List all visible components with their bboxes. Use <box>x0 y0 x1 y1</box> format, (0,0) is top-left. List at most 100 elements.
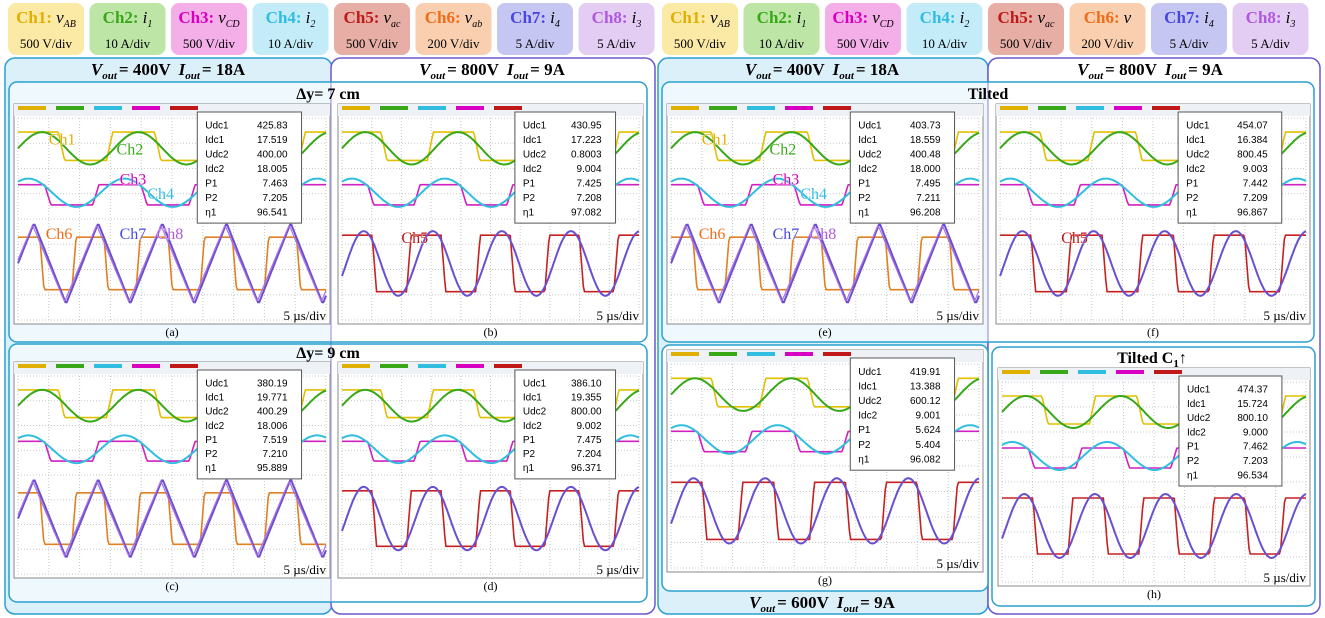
measure-label: Udc1 <box>205 121 229 132</box>
waveform <box>341 485 640 552</box>
measure-value: 17.519 <box>257 135 288 146</box>
measure-value: 96.371 <box>571 463 602 474</box>
measure-label: P2 <box>205 449 218 460</box>
measure-value: 7.425 <box>577 178 602 189</box>
measure-label: η1 <box>858 454 870 465</box>
header-tag <box>380 364 408 368</box>
section-subtitle: Tilted <box>968 86 1009 103</box>
measure-value: 386.10 <box>571 378 602 389</box>
channel-sub: ac <box>1045 19 1055 30</box>
header-tag <box>1038 106 1066 110</box>
legend-scale: 10 A/div <box>922 36 968 51</box>
legend-channel: Ch2: i1 <box>757 8 807 30</box>
legend-scale: 500 V/div <box>346 36 399 51</box>
channel-symbol: i <box>306 8 311 27</box>
channel-sub: ac <box>391 19 401 30</box>
measure-label: Idc2 <box>523 421 542 432</box>
channel-symbol: v <box>1037 8 1045 27</box>
measure-label: Udc1 <box>858 121 882 132</box>
v-sub: out <box>760 603 776 615</box>
measure-label: P2 <box>523 449 536 460</box>
channel-name: Ch8: <box>592 8 628 27</box>
measure-value: 5.404 <box>916 440 941 451</box>
i-symbol: I <box>832 60 841 79</box>
condition-heading: Vout = 600V Iout = 9A <box>749 593 895 615</box>
measure-value: 7.209 <box>1243 193 1268 204</box>
channel-sub: 2 <box>310 19 315 30</box>
header-tag <box>709 106 737 110</box>
measure-table <box>849 111 956 224</box>
measure-value: 380.19 <box>257 378 288 389</box>
measure-value: 5.624 <box>916 425 941 436</box>
legend-channel: Ch8: i3 <box>592 8 642 30</box>
i-value: = 9A <box>530 60 565 79</box>
measure-value: 7.475 <box>577 435 602 446</box>
scope-panel: Udc1 419.91 Idc1 13.388 Udc2 600.12 Idc2 9.001 P… <box>666 349 984 587</box>
v-symbol: V <box>91 60 104 79</box>
legend-scale: 10 A/div <box>759 36 805 51</box>
measure-value: 96.208 <box>910 207 941 218</box>
legend-scale: 200 V/div <box>1081 36 1134 51</box>
legend-box <box>1069 3 1146 55</box>
channel-symbol: i <box>960 8 965 27</box>
channel-symbol: v <box>465 8 473 27</box>
v-sub: out <box>756 70 772 82</box>
channel-annotation: Ch7 <box>120 226 147 243</box>
measure-value: 95.889 <box>257 463 288 474</box>
measure-value: 18.005 <box>257 164 288 175</box>
measure-value: 9.004 <box>577 164 602 175</box>
measure-label: Idc1 <box>205 393 224 404</box>
legend-scale: 500 V/div <box>674 36 727 51</box>
legend-box <box>334 3 410 55</box>
legend-scale: 10 A/div <box>268 36 314 51</box>
panel-label: (f) <box>1147 325 1159 339</box>
channel-name: Ch7: <box>1164 8 1200 27</box>
i-symbol: I <box>506 60 515 79</box>
i-value: = 9A <box>1188 60 1223 79</box>
i-sub: out <box>185 70 201 82</box>
channel-annotation: Ch3 <box>773 172 800 189</box>
measure-label: η1 <box>205 463 217 474</box>
header-tag <box>456 106 484 110</box>
header-tag <box>823 352 851 356</box>
panel-label: (d) <box>484 579 498 593</box>
channel-symbol: v <box>710 8 718 27</box>
channel-symbol: i <box>632 8 637 27</box>
measure-value: 0.8003 <box>571 150 602 161</box>
channel-name: Ch7: <box>510 8 546 27</box>
measure-value: 19.771 <box>257 393 288 404</box>
measure-value: 800.10 <box>1237 413 1268 424</box>
measure-value: 9.001 <box>916 411 941 422</box>
measure-label: P2 <box>858 440 871 451</box>
legend-box <box>825 3 901 55</box>
waveform <box>670 224 980 302</box>
measure-label: Idc2 <box>205 164 224 175</box>
legend-box <box>497 3 573 55</box>
channel-sub: 3 <box>635 19 641 30</box>
i-value: = 18A <box>856 60 900 79</box>
measure-value: 7.205 <box>263 193 288 204</box>
subtitle-sub: 1 <box>1173 358 1179 370</box>
measure-label: P1 <box>858 425 871 436</box>
legend-scale: 500 V/div <box>183 36 236 51</box>
measure-label: P1 <box>205 178 218 189</box>
measure-value: 7.203 <box>1243 456 1268 467</box>
header-tag <box>170 106 198 110</box>
measure-label: η1 <box>1186 207 1198 218</box>
header-tag <box>785 352 813 356</box>
scope-panel: Udc1 425.83 Idc1 17.519 Udc2 400.00 Idc2 18.005… <box>13 103 331 339</box>
v-symbol: V <box>745 60 758 79</box>
measure-value: 19.355 <box>571 393 602 404</box>
channel-symbol: v <box>383 8 391 27</box>
measure-label: Udc2 <box>523 407 547 418</box>
channel-sub: 1 <box>147 19 152 30</box>
i-symbol: I <box>836 593 845 612</box>
i-sub: out <box>1171 70 1187 82</box>
measure-label: Udc1 <box>523 121 547 132</box>
measure-label: Idc2 <box>205 421 224 432</box>
header-tag <box>94 364 122 368</box>
v-value: = 400V <box>119 60 171 79</box>
legend-channel: Ch5: vac <box>998 8 1055 30</box>
measure-value: 800.45 <box>1237 150 1268 161</box>
time-scale: 5 µs/div <box>1263 570 1306 585</box>
